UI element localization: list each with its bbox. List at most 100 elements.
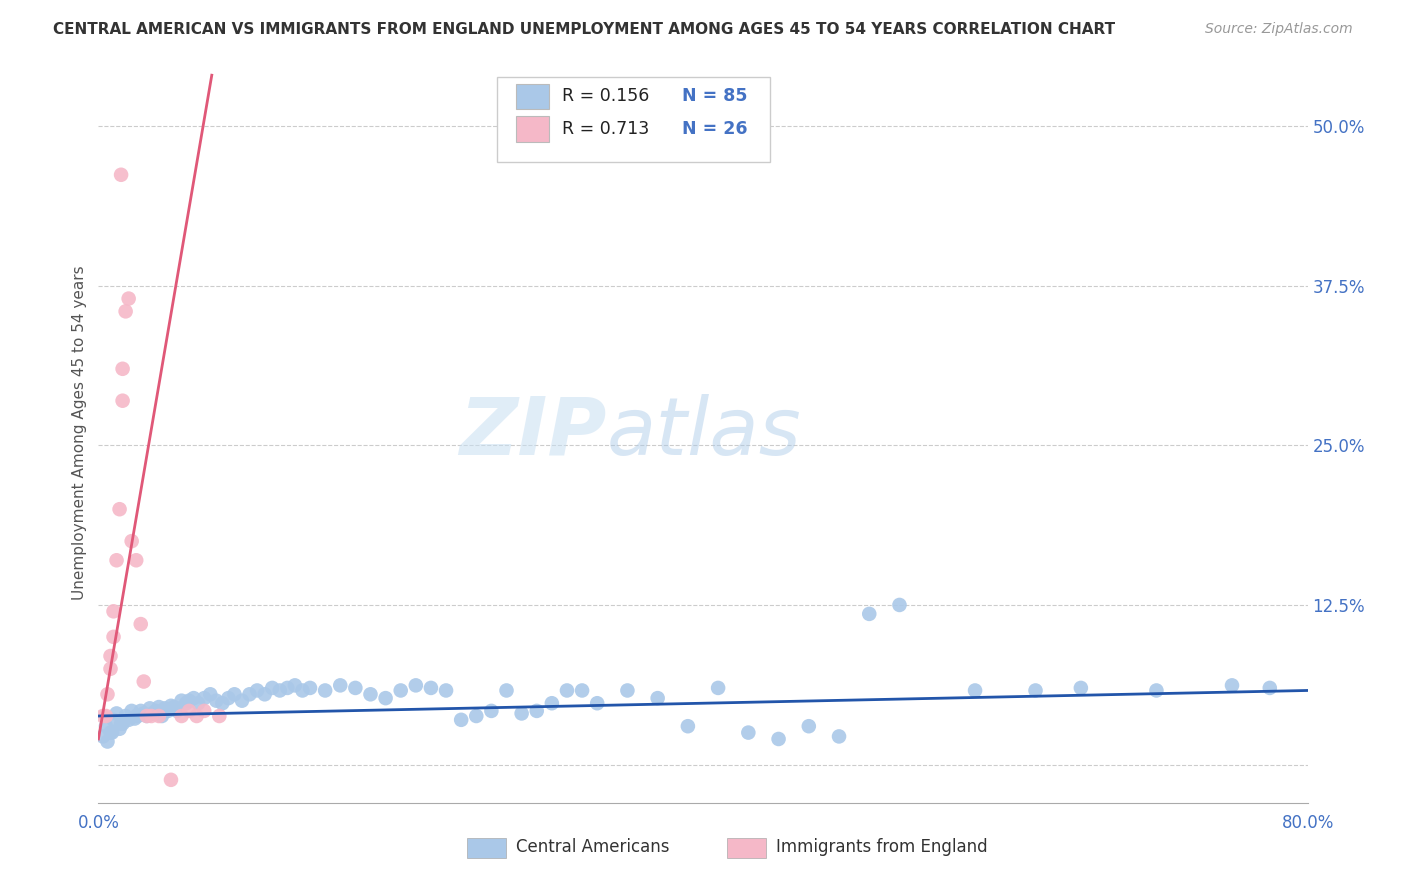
Point [100,648,122,663]
Point [114,304,136,318]
Point [405,678,427,692]
Point [150,709,173,723]
Point [481,704,503,718]
Point [148,700,170,714]
Point [269,683,291,698]
Text: Central Americans: Central Americans [516,838,669,856]
FancyBboxPatch shape [498,78,769,162]
Point [170,709,193,723]
Point [200,687,222,701]
Point [108,502,131,516]
Point [111,393,134,408]
Text: N = 26: N = 26 [682,120,748,138]
Point [434,683,457,698]
Point [105,553,128,567]
Point [186,709,208,723]
Point [111,361,134,376]
Point [179,694,201,708]
Point [145,704,167,718]
Point [1144,683,1167,698]
FancyBboxPatch shape [516,117,550,142]
Text: ZIP: ZIP [458,393,606,472]
Point [153,701,176,715]
Y-axis label: Unemployment Among Ages 45 to 54 years: Unemployment Among Ages 45 to 54 years [72,265,87,600]
Point [187,696,209,710]
Text: CENTRAL AMERICAN VS IMMIGRANTS FROM ENGLAND UNEMPLOYMENT AMONG AGES 45 TO 54 YEA: CENTRAL AMERICAN VS IMMIGRANTS FROM ENGL… [53,22,1115,37]
Point [118,713,141,727]
FancyBboxPatch shape [467,838,506,858]
Point [526,704,548,718]
Point [193,704,215,718]
Point [291,683,314,698]
Point [571,683,593,698]
Point [389,683,412,698]
Point [1024,683,1046,698]
Point [284,678,307,692]
Point [231,694,253,708]
Point [101,725,124,739]
Point [540,696,562,710]
Point [121,534,143,549]
Point [118,292,141,306]
Text: atlas: atlas [606,393,801,472]
Point [166,704,188,718]
Text: R = 0.156: R = 0.156 [561,87,650,105]
Point [965,683,987,698]
Point [124,712,146,726]
Point [91,730,114,744]
Point [94,709,117,723]
Point [193,691,215,706]
Point [121,704,143,718]
Point [103,713,125,727]
Point [616,683,638,698]
Text: Source: ZipAtlas.com: Source: ZipAtlas.com [1205,22,1353,37]
Point [141,709,163,723]
Point [1220,678,1243,692]
Point [100,662,122,676]
Point [103,604,125,618]
Point [205,694,228,708]
Point [132,674,155,689]
Point [139,701,162,715]
Point [314,683,336,698]
Point [160,772,183,787]
Point [828,730,851,744]
Point [114,709,136,723]
Point [179,704,201,718]
Point [246,683,269,698]
Point [103,630,125,644]
Point [156,704,179,718]
Point [174,696,197,710]
Point [707,681,730,695]
Point [676,719,699,733]
Point [465,709,488,723]
Point [91,709,114,723]
Point [276,681,298,695]
Point [125,553,148,567]
Point [450,713,472,727]
Point [105,706,128,721]
Point [1070,681,1092,695]
Point [135,709,157,723]
Point [360,687,382,701]
Point [329,678,352,692]
FancyBboxPatch shape [516,84,550,109]
Point [495,683,517,698]
Text: Immigrants from England: Immigrants from England [776,838,987,856]
Point [170,694,193,708]
Point [100,725,122,739]
Point [217,691,239,706]
Point [299,681,322,695]
Point [420,681,443,695]
Point [858,607,880,621]
Point [127,709,149,723]
Text: R = 0.713: R = 0.713 [561,120,648,138]
Point [208,709,231,723]
Point [132,706,155,721]
Point [253,687,276,701]
Point [96,687,118,701]
Point [224,687,246,701]
Point [1258,681,1281,695]
Point [110,168,132,182]
Text: N = 85: N = 85 [682,87,748,105]
